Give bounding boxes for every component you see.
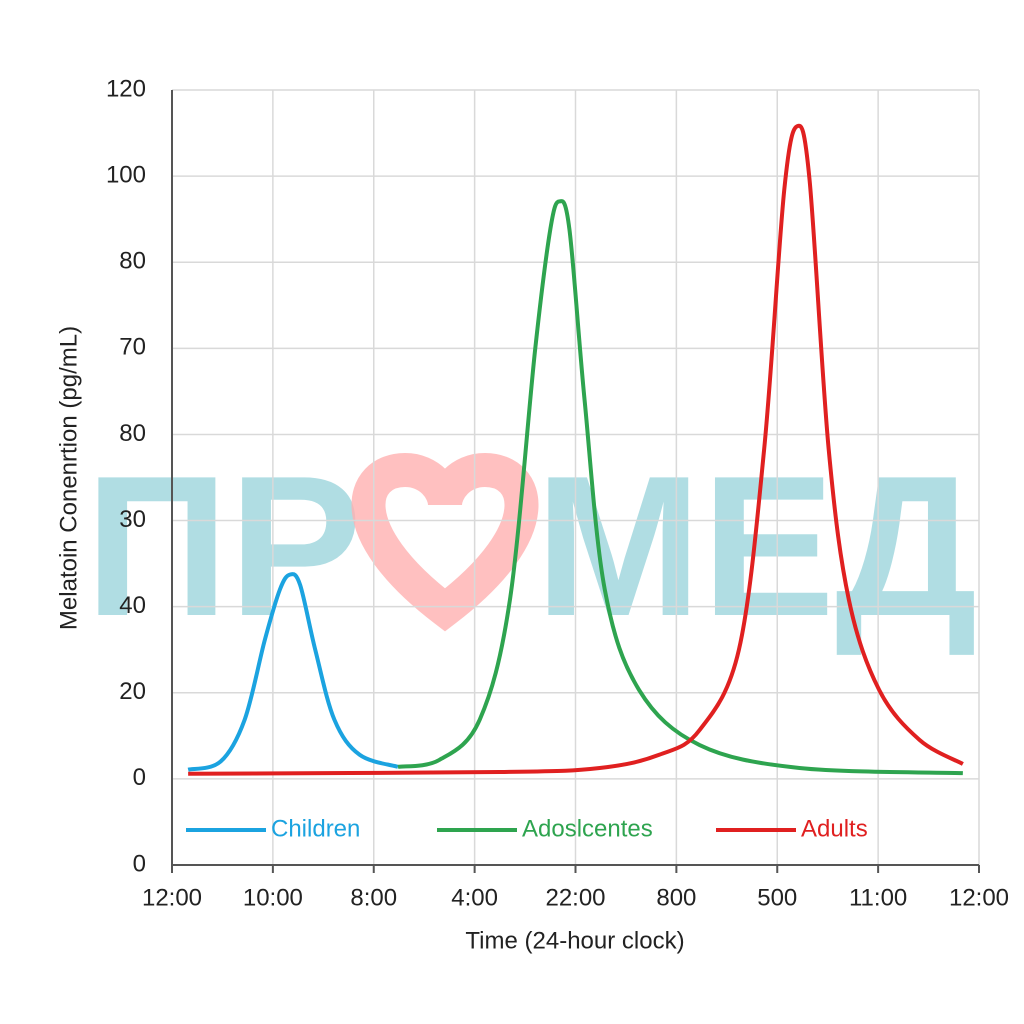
legend-label: Adults	[801, 815, 868, 842]
x-tick-label: 8:00	[350, 884, 397, 911]
y-tick-label: 100	[106, 161, 146, 188]
y-tick-label: 30	[119, 506, 146, 533]
x-tick-label: 12:00	[142, 884, 202, 911]
x-tick-label: 22:00	[545, 884, 605, 911]
y-axis-label: Melatoin Conenrtion (pg/mL)	[55, 326, 82, 630]
x-tick-label: 11:00	[849, 884, 907, 911]
y-tick-label: 0	[133, 850, 146, 877]
y-tick-label: 0	[133, 764, 146, 791]
y-tick-label: 70	[119, 334, 146, 361]
series-line	[397, 199, 963, 776]
x-tick-label: 12:00	[949, 884, 1009, 911]
watermark-heart	[351, 452, 539, 632]
y-tick-label: 80	[119, 248, 146, 275]
x-axis-label: Time (24-hour clock)	[465, 927, 684, 954]
x-tick-label: 500	[757, 884, 797, 911]
y-tick-label: 80	[119, 420, 146, 447]
x-tick-label: 800	[656, 884, 696, 911]
legend-label: Children	[271, 815, 360, 842]
y-tick-label: 40	[119, 592, 146, 619]
watermark: ПР	[85, 435, 362, 658]
y-tick-label: 120	[106, 75, 146, 102]
series-line	[187, 572, 399, 772]
x-tick-label: 4:00	[451, 884, 498, 911]
y-tick-label: 20	[119, 678, 146, 705]
legend-label: Adoslcentes	[522, 815, 653, 842]
series-line	[188, 123, 964, 776]
x-tick-label: 10:00	[243, 884, 303, 911]
